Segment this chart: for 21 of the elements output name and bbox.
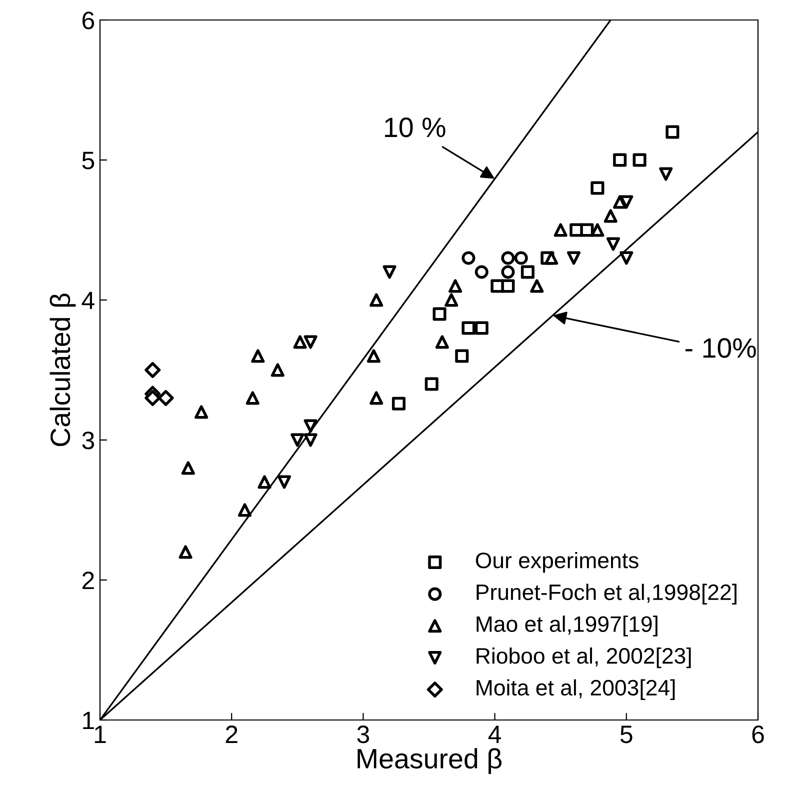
x-tick-label: 5 — [620, 726, 632, 744]
x-tick-label: 6 — [752, 726, 764, 744]
legend-label: Our experiments — [476, 552, 638, 573]
y-tick-label: 3 — [82, 432, 94, 450]
annotation: - 10% — [686, 338, 756, 358]
legend-label: Moita et al, 2003[24] — [476, 679, 675, 700]
y-tick-label: 2 — [82, 572, 94, 590]
x-tick-label: 4 — [488, 726, 502, 743]
legend-label: Rioboo et al, 2002[23] — [476, 647, 691, 668]
x-tick-label: 1 — [94, 726, 106, 743]
legend-label: Prunet-Foch et al,1998[22] — [476, 584, 736, 605]
y-tick-label: 1 — [83, 712, 94, 730]
x-tick-label: 2 — [226, 726, 238, 743]
legend-label: Mao et al,1997[19] — [476, 616, 658, 636]
x-tick-label: 3 — [357, 726, 370, 744]
y-tick-label: 6 — [82, 12, 94, 30]
y-axis-title: Calculated β — [50, 294, 76, 446]
x-axis-title: Measured β — [358, 748, 502, 774]
annotation: 10 % — [385, 118, 446, 138]
y-tick-label: 5 — [82, 152, 94, 170]
y-tick-label: 4 — [82, 292, 94, 310]
